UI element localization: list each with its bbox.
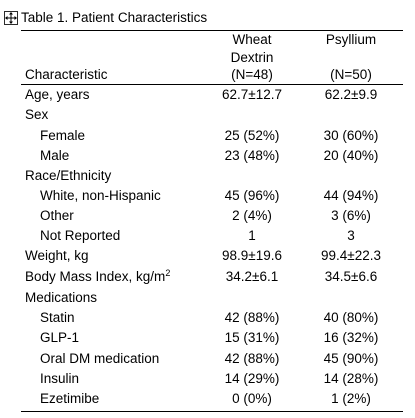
wheat-dextrin-value: 45 (96%) xyxy=(224,188,280,203)
psyllium-value: 14 (28%) xyxy=(323,371,379,386)
row-label: Insulin xyxy=(40,369,79,389)
table-caption: Table 1. Patient Characteristics xyxy=(21,10,208,25)
row-label-text: Other xyxy=(40,208,74,223)
row-label-text: Insulin xyxy=(40,371,80,386)
row-label: Male xyxy=(40,146,69,166)
table-row: White, non-Hispanic 45 (96%) 44 (94%) xyxy=(21,186,403,206)
table-row: Oral DM medication 42 (88%) 45 (90%) xyxy=(21,349,403,369)
col-a-header-line3: (N=48) xyxy=(231,67,273,82)
wheat-dextrin-value: 0 (0%) xyxy=(232,391,272,406)
table-row: Not Reported 1 3 xyxy=(21,226,403,246)
row-label-text: Statin xyxy=(40,310,75,325)
row-label: Other xyxy=(40,206,74,226)
row-label: Ezetimibe xyxy=(40,389,99,409)
row-label: Body Mass Index, kg/m2 xyxy=(25,267,170,287)
table-row: Race/Ethnicity xyxy=(21,166,403,186)
psyllium-value: 1 (2%) xyxy=(331,391,371,406)
psyllium-value: 62.2±9.9 xyxy=(324,87,378,102)
row-label: Race/Ethnicity xyxy=(25,166,111,186)
wheat-dextrin-value: 98.9±19.6 xyxy=(222,248,282,263)
row-label: Female xyxy=(40,126,85,146)
psyllium-value: 30 (60%) xyxy=(323,128,379,143)
table-row: Female 25 (52%) 30 (60%) xyxy=(21,126,403,146)
row-label-text: Ezetimibe xyxy=(40,391,100,406)
row-label-text: Age, years xyxy=(25,87,90,102)
psyllium-value: 99.4±22.3 xyxy=(321,248,381,263)
col-a-header-line2: Dextrin xyxy=(230,50,274,65)
characteristic-header: Characteristic xyxy=(25,67,108,82)
row-label-text: Weight, kg xyxy=(25,248,89,263)
row-label-text: Sex xyxy=(25,107,49,122)
row-label-text: GLP-1 xyxy=(40,330,80,345)
row-label: Oral DM medication xyxy=(40,349,159,369)
row-label-text: Race/Ethnicity xyxy=(25,168,112,183)
table-header-rule xyxy=(21,84,403,85)
row-label-text: Female xyxy=(40,128,86,143)
table-row: Age, years 62.7±12.7 62.2±9.9 xyxy=(21,85,403,105)
table-row: Ezetimibe 0 (0%) 1 (2%) xyxy=(21,389,403,409)
psyllium-value: 40 (80%) xyxy=(323,310,379,325)
table-row: GLP-1 15 (31%) 16 (32%) xyxy=(21,328,403,348)
wheat-dextrin-value: 62.7±12.7 xyxy=(222,87,282,102)
wheat-dextrin-value: 42 (88%) xyxy=(224,310,280,325)
row-label-text: Medications xyxy=(25,290,98,305)
col-b-header-line1: Psyllium xyxy=(325,32,377,47)
psyllium-value: 3 (6%) xyxy=(331,208,371,223)
row-label: Age, years xyxy=(25,85,90,105)
psyllium-value: 16 (32%) xyxy=(323,330,379,345)
table-bottom-rule xyxy=(21,411,403,412)
psyllium-value: 34.5±6.6 xyxy=(324,269,378,284)
wheat-dextrin-value: 42 (88%) xyxy=(224,351,280,366)
wheat-dextrin-value: 23 (48%) xyxy=(224,148,280,163)
row-label-text: Not Reported xyxy=(40,228,121,243)
row-label: Weight, kg xyxy=(25,246,89,266)
table-row: Medications xyxy=(21,288,403,308)
table-row: Body Mass Index, kg/m2 34.2±6.1 34.5±6.6 xyxy=(21,267,403,287)
table-move-handle-icon[interactable] xyxy=(4,11,18,25)
wheat-dextrin-value: 1 xyxy=(248,228,256,243)
table-top-rule xyxy=(21,30,403,31)
wheat-dextrin-value: 25 (52%) xyxy=(224,128,280,143)
row-label-text: Oral DM medication xyxy=(40,351,160,366)
table-row: Male 23 (48%) 20 (40%) xyxy=(21,146,403,166)
col-a-header-line1: Wheat xyxy=(232,32,272,47)
psyllium-value: 20 (40%) xyxy=(323,148,379,163)
table-row: Weight, kg 98.9±19.6 99.4±22.3 xyxy=(21,246,403,266)
table-row: Statin 42 (88%) 40 (80%) xyxy=(21,308,403,328)
wheat-dextrin-value: 2 (4%) xyxy=(232,208,272,223)
wheat-dextrin-value: 34.2±6.1 xyxy=(225,269,279,284)
row-label-superscript: 2 xyxy=(165,268,171,278)
row-label-text: White, non-Hispanic xyxy=(40,188,161,203)
row-label: GLP-1 xyxy=(40,328,79,348)
row-label-text: Male xyxy=(40,148,70,163)
table-row: Sex xyxy=(21,105,403,125)
psyllium-value: 3 xyxy=(347,228,355,243)
table-row: Other 2 (4%) 3 (6%) xyxy=(21,206,403,226)
wheat-dextrin-value: 15 (31%) xyxy=(224,330,280,345)
row-label: Medications xyxy=(25,288,97,308)
psyllium-value: 44 (94%) xyxy=(323,188,379,203)
psyllium-value: 45 (90%) xyxy=(323,351,379,366)
row-label: Sex xyxy=(25,105,48,125)
four-way-arrow-icon xyxy=(5,12,17,24)
wheat-dextrin-value: 14 (29%) xyxy=(224,371,280,386)
col-b-header-line3: (N=50) xyxy=(330,67,372,82)
row-label-text: Body Mass Index, kg/m xyxy=(25,269,166,284)
row-label: Not Reported xyxy=(40,226,120,246)
patient-characteristics-table: Wheat Dextrin (N=48) Psyllium (N=50) Cha… xyxy=(21,30,403,412)
table-row: Insulin 14 (29%) 14 (28%) xyxy=(21,369,403,389)
row-label: White, non-Hispanic xyxy=(40,186,161,206)
row-label: Statin xyxy=(40,308,75,328)
